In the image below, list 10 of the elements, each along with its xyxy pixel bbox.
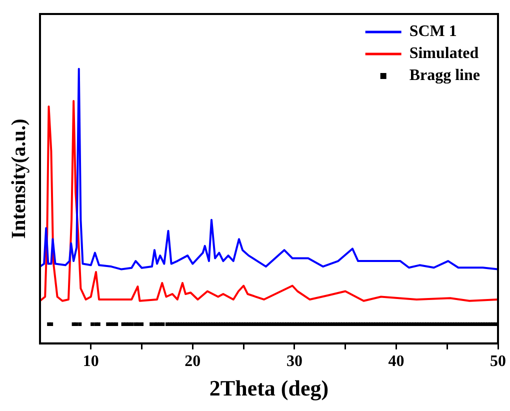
x-tick-label: 50 [490, 353, 506, 370]
legend-label: Simulated [409, 45, 479, 62]
x-axis-title: 2Theta (deg) [209, 375, 329, 400]
y-axis-title: Intensity(a.u.) [8, 118, 30, 239]
x-tick-label: 40 [388, 353, 404, 370]
legend-label: Bragg line [409, 67, 480, 84]
x-tick-label: 10 [82, 353, 99, 370]
x-tick-label: 20 [184, 353, 201, 370]
legend-label: SCM 1 [409, 23, 457, 40]
x-tick-label: 30 [286, 353, 302, 370]
